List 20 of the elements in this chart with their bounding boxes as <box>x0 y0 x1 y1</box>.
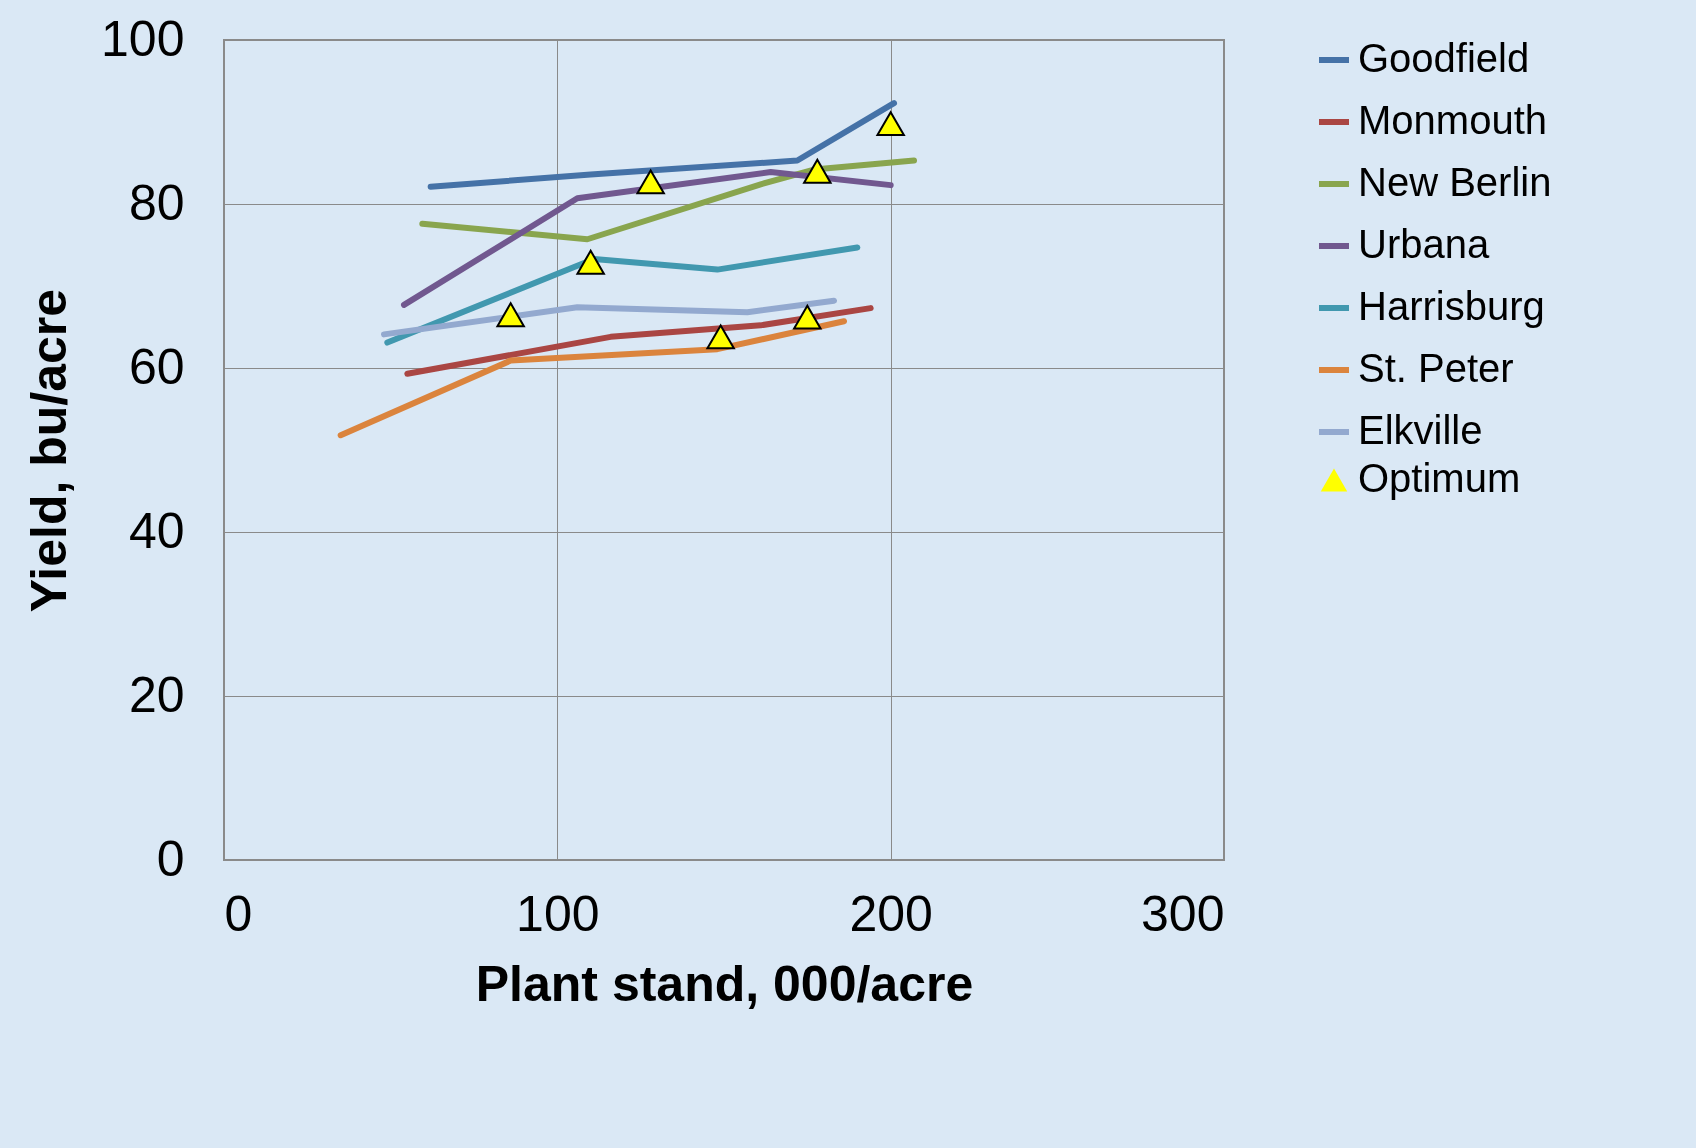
legend-label: Goodfield <box>1358 36 1530 80</box>
y-tick-label: 20 <box>128 666 185 723</box>
x-tick-label: 0 <box>224 885 253 942</box>
x-axis-title: Plant stand, 000/acre <box>475 955 974 1012</box>
legend-label: Harrisburg <box>1358 284 1545 328</box>
legend-label: Elkville <box>1358 408 1483 452</box>
y-tick-label: 60 <box>128 338 185 395</box>
y-tick-label: 80 <box>128 174 185 231</box>
y-axis-title: Yield, bu/acre <box>21 288 78 613</box>
legend-label: Optimum <box>1358 456 1521 500</box>
x-tick-label: 300 <box>1141 885 1225 942</box>
legend-label: St. Peter <box>1358 346 1514 390</box>
y-tick-label: 0 <box>156 830 185 887</box>
x-tick-label: 100 <box>516 885 600 942</box>
x-tick-label: 200 <box>849 885 933 942</box>
y-tick-label: 40 <box>128 502 185 559</box>
legend-label: Urbana <box>1358 222 1490 266</box>
legend-label: Monmouth <box>1358 98 1547 142</box>
y-tick-label: 100 <box>101 10 185 67</box>
legend-label: New Berlin <box>1358 160 1552 204</box>
